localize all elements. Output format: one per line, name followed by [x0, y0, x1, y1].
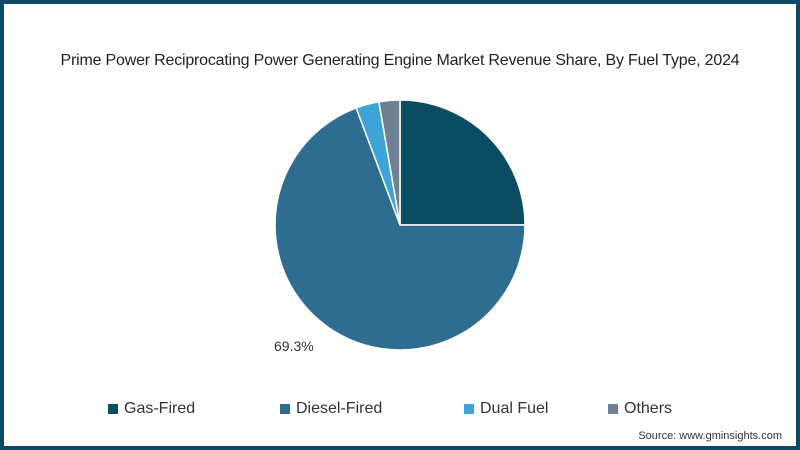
- others-swatch-icon: [608, 404, 618, 414]
- legend-item-gas-fired: Gas-Fired: [108, 400, 195, 418]
- legend-item-others: Others: [608, 400, 672, 418]
- chart-frame: Prime Power Reciprocating Power Generati…: [4, 4, 796, 446]
- pie-slice-gas-fired: [399, 99, 526, 226]
- pie-chart: [274, 99, 526, 351]
- diesel-fired-data-label: 69.3%: [274, 338, 314, 354]
- pie-slice-diesel-fired: [274, 106, 526, 351]
- diesel-fired-swatch-icon: [280, 404, 290, 414]
- legend: Gas-Fired Diesel-Fired Dual Fuel Others: [4, 400, 796, 422]
- pie-slice-others: [378, 99, 401, 226]
- chart-title: Prime Power Reciprocating Power Generati…: [60, 52, 740, 69]
- legend-item-diesel-fired: Diesel-Fired: [280, 400, 382, 418]
- gas-fired-swatch-icon: [108, 404, 118, 414]
- source-note: Source: www.gminsights.com: [638, 430, 782, 442]
- legend-item-dual-fuel: Dual Fuel: [464, 400, 548, 418]
- dual-fuel-swatch-icon: [464, 404, 474, 414]
